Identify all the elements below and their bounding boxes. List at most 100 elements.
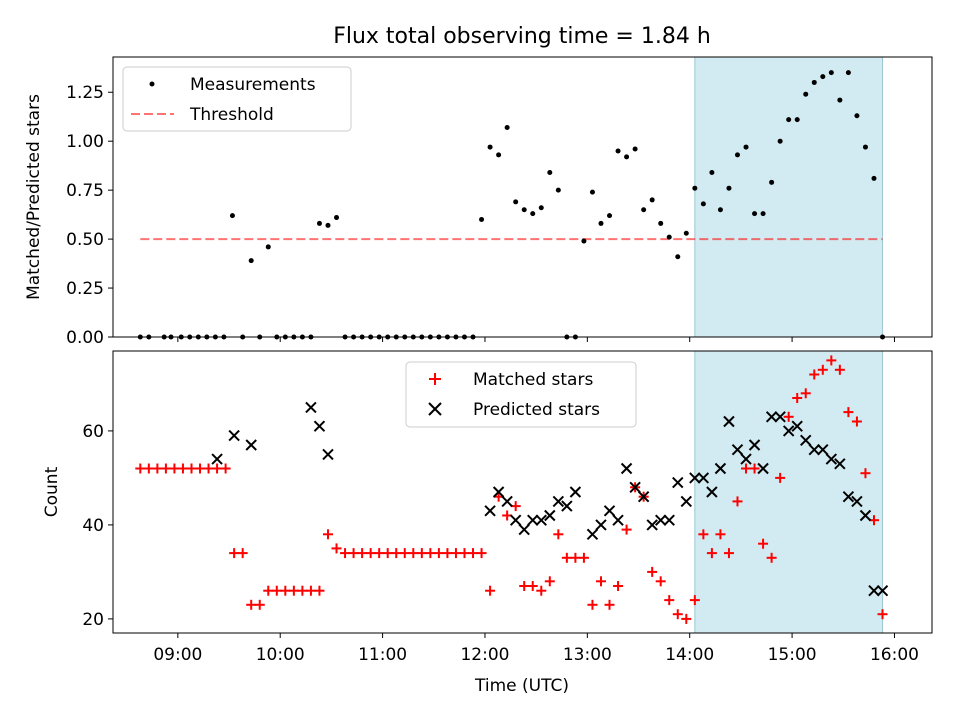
data-point [348,548,359,559]
data-point [868,584,880,597]
data-point [749,463,760,474]
data-point [877,609,888,620]
data-point [765,411,778,423]
legend: Matched stars Predicted stars [405,361,637,428]
data-point [586,528,599,541]
y-tick-label: 20 [82,610,104,630]
chart-title: Flux total observing time = 1.84 h [333,24,711,49]
data-point [459,548,470,559]
data-point [859,509,872,522]
data-point [860,468,871,479]
data-point [521,207,527,213]
x-tick-label: 10:00 [256,645,305,665]
data-point [740,453,752,465]
x-tick-label: 14:00 [665,645,714,665]
x-tick-label: 13:00 [563,645,612,665]
data-point [160,463,171,474]
data-point [817,364,828,375]
data-point [518,523,530,536]
data-point [177,463,188,474]
data-point [794,117,800,123]
data-point [715,529,726,540]
data-point [714,462,727,475]
data-point [769,179,775,185]
data-point [851,416,862,427]
data-point [851,495,863,508]
data-point [288,585,299,596]
data-point [681,613,692,624]
data-point [513,199,519,205]
data-point [334,215,340,221]
data-point [820,74,826,80]
data-point [587,599,598,610]
highlight-band [694,56,884,338]
data-point [774,411,786,423]
data-point [842,490,855,503]
data-point [263,585,274,596]
data-point [357,548,368,559]
legend-marker-measurements [149,81,155,87]
legend-label-matched: Matched stars [473,370,593,390]
data-point [843,407,854,418]
data-point [743,144,749,150]
data-point [783,411,794,422]
data-point [620,462,633,475]
data-point [845,70,851,76]
data-point [726,185,732,191]
data-point [425,548,436,559]
data-point [578,552,589,563]
data-point [484,505,496,517]
data-point [416,548,427,559]
data-point [305,585,316,596]
data-point [752,211,758,217]
data-point [641,207,647,213]
data-point [603,505,616,517]
data-point [646,519,658,531]
data-point [374,548,385,559]
data-point [135,463,146,474]
data-point [152,463,163,474]
y-tick-label: 0.50 [66,230,104,250]
data-point [723,415,735,428]
count-series [135,355,889,624]
data-point [399,548,410,559]
data-point [837,97,843,103]
ratio-panel: 0.00 0.25 0.50 0.75 1.00 1.25 Matched/Predict… [24,56,933,348]
legend-marker-matched [429,373,441,385]
data-point [305,401,317,414]
data-point [624,154,630,160]
data-point [826,355,837,366]
data-point [519,581,530,591]
data-point [237,548,248,559]
legend: Measurements Threshold [122,66,352,132]
y-axis-label: Matched/Predicted stars [24,94,44,300]
data-point [649,197,655,203]
data-point [408,548,419,559]
data-point [706,486,718,498]
data-point [800,434,812,447]
data-point [552,495,565,508]
data-point [561,500,573,512]
highlight-region [694,350,884,634]
data-point [203,463,214,474]
data-point [169,463,180,474]
data-point [800,388,811,399]
data-point [595,576,606,587]
data-point [265,244,271,250]
data-point [741,463,752,474]
data-point [365,548,376,559]
x-tick-label: 15:00 [768,645,817,665]
data-point [280,585,291,596]
data-point [254,599,265,610]
data-point [613,581,624,591]
plot-frame [112,56,933,338]
data-point [757,462,769,475]
data-point [271,585,282,596]
data-point [598,220,604,226]
data-point [680,495,693,508]
data-point [501,495,513,508]
data-point [786,117,792,123]
data-point [731,443,744,456]
data-point [325,222,331,228]
data-point [664,595,675,606]
